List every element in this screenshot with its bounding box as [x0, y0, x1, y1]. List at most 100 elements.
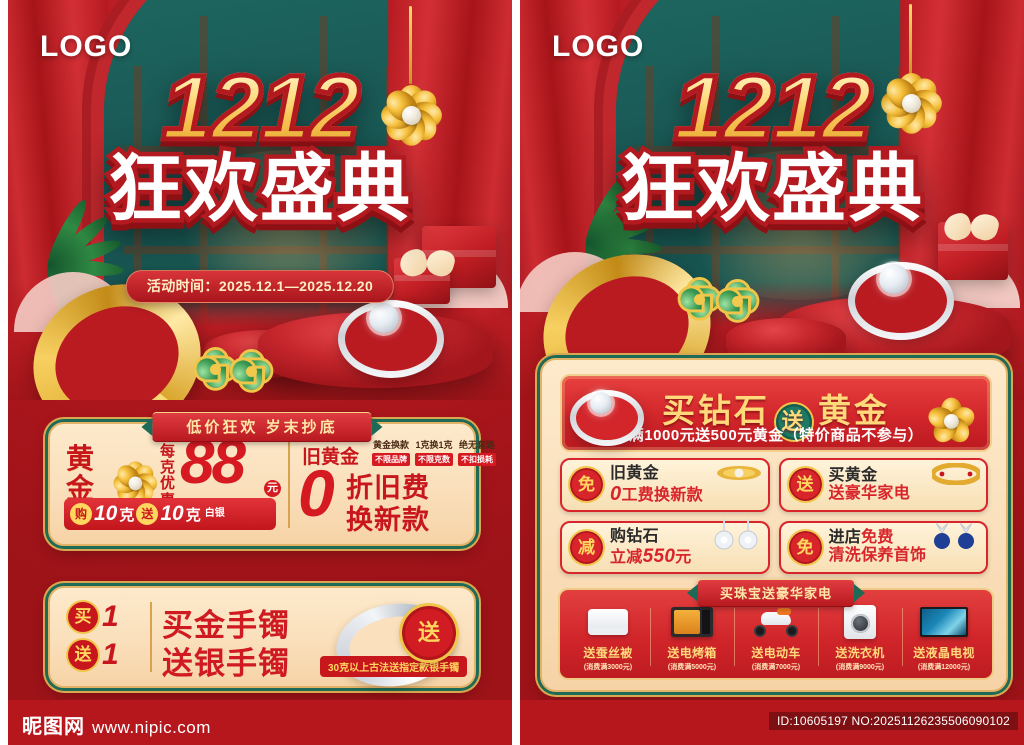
appliance-ribbon: 买珠宝送豪华家电 [686, 579, 866, 607]
diamond-banner-title-part1: 买钻石 [662, 392, 770, 429]
offer-grid: 免 旧黄金 0工费换新款 送 [560, 458, 988, 574]
give-unit: 克 [185, 506, 201, 524]
gold-price-unit: 元 [264, 480, 281, 497]
necklace-chain-icon [409, 6, 412, 84]
tag-sub: 不限克数 [415, 453, 453, 466]
oven-icon [650, 602, 734, 642]
appliance-note: (消费满3000元) [583, 664, 633, 671]
offer-card-old-gold[interactable]: 免 旧黄金 0工费换新款 [560, 458, 770, 512]
jade-clover-right-icon [230, 350, 272, 392]
appliance-note: (消费满5000元) [667, 664, 717, 671]
ring-diamond-icon [369, 303, 399, 333]
offer-badge: 减 [570, 530, 603, 564]
bracelet-give-text: 送银手镯 [162, 646, 290, 681]
scooter-icon [734, 602, 818, 642]
headline-title: 狂欢盛典 [104, 146, 415, 232]
sapphire-earrings-icon [928, 517, 980, 562]
headline-title: 狂欢盛典 [616, 146, 927, 232]
appliance-box: 买珠宝送豪华家电 送蚕丝被 (消费满3000元) 送电烤箱 (消费满5000元) [558, 579, 994, 680]
offer-line2-number: 550 [642, 545, 676, 567]
brand-logo[interactable]: LOGO [40, 30, 133, 63]
appliance-name: 送液晶电视 [913, 646, 975, 660]
tag-sub: 不限品牌 [372, 453, 410, 466]
washing-machine-icon [818, 602, 902, 642]
bracelet-deal-card: 买 1 送 1 买金手镯 送银手镯 30克以上古法送指定款银手镯 送 [48, 586, 476, 694]
give-amount: 10 [160, 502, 184, 525]
zero-fee-line1: 折旧费 [346, 473, 430, 503]
old-gold-tag: 绝无套路 不扣损耗 [458, 438, 496, 466]
gold-flower-pendant-icon [378, 82, 444, 148]
offer-line1-prefix: 进店 [828, 529, 862, 547]
diamond-banner-seal: 送 [776, 404, 812, 440]
appliance-item[interactable]: 送液晶电视 (消费满12000元) [902, 602, 986, 672]
diamond-banner: 买钻石送黄金 满1000元送500元黄金（特价商品不参与） [560, 374, 992, 452]
ring-diamond-icon [879, 264, 909, 294]
give-one-row: 送 1 [68, 640, 119, 670]
offer-line2-prefix: 立减 [610, 548, 643, 566]
diamond-earrings-icon [710, 517, 762, 562]
appliance-item[interactable]: 送洗衣机 (消费满9000元) [818, 602, 902, 672]
jade-clover-left-icon [678, 278, 720, 320]
buy-badge: 买 [68, 602, 98, 632]
offer-line2: 工费换新款 [621, 486, 703, 504]
bracelet-note: 30克以上古法送指定款银手镯 [320, 656, 468, 677]
tag-title: 1克换1克 [415, 440, 453, 450]
buy-badge: 购 [70, 503, 92, 525]
appliance-name: 送蚕丝被 [583, 646, 633, 660]
offer-card-free-clean[interactable]: 免 进店免费 清洗保养首饰 [778, 520, 988, 574]
footer-right: ID:10605197 NO:20251126235506090102 [520, 700, 1024, 745]
gold-flower-pendant-small-icon [111, 459, 159, 507]
watermark-url: www.nipic.com [92, 718, 211, 737]
buy-unit: 克 [119, 506, 135, 524]
quilt-icon [566, 602, 650, 642]
watermark: 昵图网 www.nipic.com [22, 710, 211, 739]
buy-give-bar: 购 10 克 送 10 克 白银 [64, 498, 276, 530]
appliance-note: (消费满7000元) [751, 664, 801, 671]
gold-deal-card: 低价狂欢 岁末抄底 黄金 每克优惠 88 元 购 10 克 送 10 克 白银 [48, 412, 496, 546]
appliance-grid: 送蚕丝被 (消费满3000元) 送电烤箱 (消费满5000元) 送电动车 (消费… [566, 602, 986, 672]
offer-line1-emphasis: 免费 [861, 529, 894, 547]
bracelet-buy-text: 买金手镯 [162, 608, 290, 643]
old-gold-tag: 1克换1克 不限克数 [415, 438, 453, 466]
brand-logo[interactable]: LOGO [552, 30, 645, 63]
offer-card-buy-gold[interactable]: 送 买黄金 送豪华家电 [778, 458, 988, 512]
zero-fee-line2: 换新款 [346, 505, 430, 535]
gold-flower-ornament-icon [925, 395, 978, 447]
banner-diamond-icon [590, 392, 612, 414]
appliance-item[interactable]: 送蚕丝被 (消费满3000元) [566, 602, 650, 672]
appliance-name: 送电动车 [751, 646, 801, 660]
tag-sub: 不扣损耗 [458, 453, 496, 466]
diamond-banner-title: 买钻石送黄金 [562, 384, 990, 440]
offer-line2-number: 0 [610, 482, 622, 505]
gift-bow-icon [400, 250, 454, 276]
jade-clover-left-icon [194, 348, 236, 390]
necklace-chain-icon [909, 4, 912, 74]
give-badge: 送 [68, 640, 98, 670]
old-gold-label: 旧黄金 [302, 447, 360, 468]
appliance-item[interactable]: 送电动车 (消费满7000元) [734, 602, 818, 672]
give-seal-badge: 送 [395, 599, 463, 667]
tag-title: 黄金换款 [372, 440, 409, 450]
gold-bracelet-icon [930, 462, 982, 490]
headline-number: 1212 [520, 60, 1024, 157]
buy-one-row: 买 1 [68, 602, 119, 632]
appliance-note: (消费满9000元) [835, 664, 885, 671]
offer-badge: 送 [788, 468, 822, 502]
tv-icon [902, 602, 986, 642]
poster-panel-right: LOGO 1212 狂欢盛典 买钻石送黄金 满1000元送500元黄金（特价商品… [520, 0, 1024, 700]
jade-clover-right-icon [716, 280, 758, 322]
bracelet-divider [150, 602, 152, 672]
gold-hairpin-icon [716, 463, 762, 488]
offer-line2: 送豪华家电 [828, 484, 911, 502]
offer-badge: 免 [570, 468, 603, 502]
gold-label: 黄金 [66, 443, 95, 505]
appliance-item[interactable]: 送电烤箱 (消费满5000元) [650, 602, 734, 672]
diamond-banner-title-part2: 黄金 [818, 392, 890, 429]
offer-card-diamond[interactable]: 减 购钻石 立减550元 [560, 518, 770, 574]
footer-left: 昵图网 www.nipic.com [8, 700, 512, 745]
zero-fee-number: 0 [298, 456, 335, 530]
offer-line1: 买黄金 [828, 466, 878, 484]
offer-line2-unit: 元 [675, 548, 692, 566]
image-id-tag: ID:10605197 NO:20251126235506090102 [769, 712, 1018, 730]
watermark-cn: 昵图网 [22, 716, 85, 738]
